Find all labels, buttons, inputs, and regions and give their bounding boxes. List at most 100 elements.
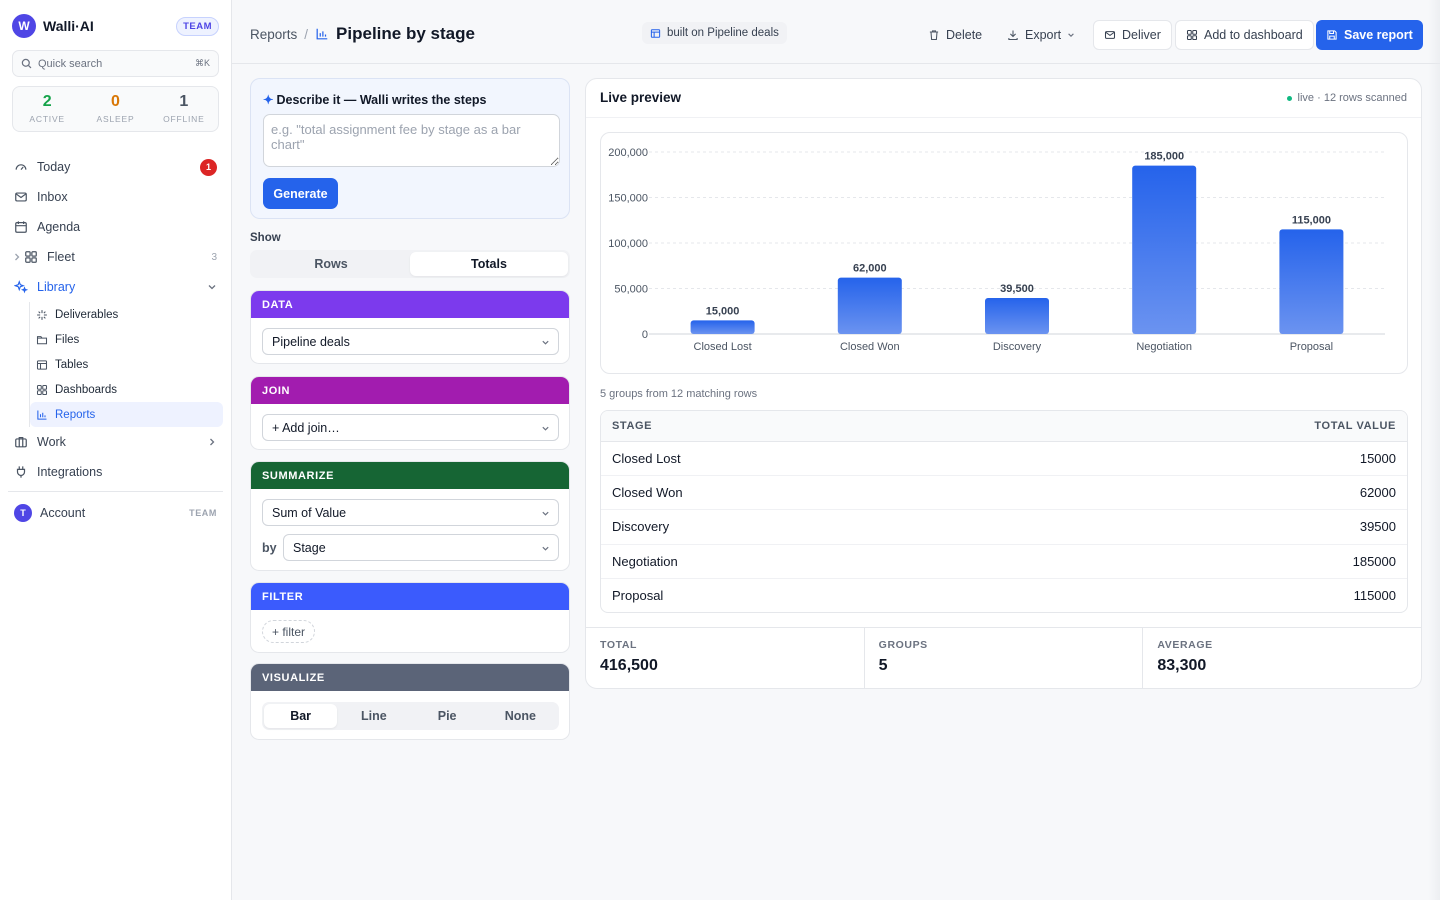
x-tick-label: Closed Lost [694,341,752,353]
main-nav: Today 1 Inbox Agenda Fleet 3 Library Del… [0,152,231,528]
sidebar-item-files[interactable]: Files [30,327,223,352]
save-report-label: Save report [1344,28,1413,42]
delete-label: Delete [946,28,983,42]
viz-pie-option[interactable]: Pie [437,709,457,723]
nav-item-work[interactable]: Work [0,427,231,457]
data-source-select[interactable]: Pipeline deals [262,328,559,355]
column-header-total-value[interactable]: TOTAL VALUE [1314,420,1396,432]
describe-panel: ✦Describe it — Walli writes the steps Ge… [250,78,570,219]
viz-none-option[interactable]: None [504,709,536,723]
deliver-button[interactable]: Deliver [1093,20,1172,50]
mail-icon [1104,31,1116,39]
table-row[interactable]: Discovery 39500 [601,510,1407,545]
summary-total: TOTAL 416,500 [586,628,865,689]
nav-item-fleet[interactable]: Fleet 3 [0,242,231,272]
chevron-right-icon[interactable] [207,437,217,447]
bar-value-label: 62,000 [853,263,887,275]
bar-closed-won[interactable] [837,277,902,334]
stat-offline-value: 1 [179,93,189,110]
sidebar-item-dashboards[interactable]: Dashboards [30,377,223,402]
visualize-toggle: Bar Line Pie None [262,702,559,730]
generate-button[interactable]: Generate [263,178,338,209]
bar-chart-icon [316,28,328,40]
sidebar-item-reports[interactable]: Reports [30,402,223,427]
stat-asleep-label: ASLEEP [96,114,135,124]
bar-discovery[interactable] [985,298,1049,334]
chevron-right-icon[interactable] [12,252,22,262]
breadcrumb-separator: / [304,26,309,42]
summary-groups-value: 5 [878,657,888,674]
sidebar-item-label: Dashboards [55,383,118,396]
add-to-dashboard-button[interactable]: Add to dashboard [1175,20,1314,50]
stat-active[interactable]: 2 ACTIVE [13,87,81,131]
chevron-down-icon [542,340,549,345]
group-by-select[interactable]: Stage [283,534,559,561]
nav-item-label: Integrations [37,465,103,479]
nav-divider [8,491,223,492]
show-totals-option[interactable]: Totals [410,252,568,276]
built-on-chip[interactable]: built on Pipeline deals [642,22,787,44]
bar-negotiation[interactable] [1132,165,1197,334]
table-row[interactable]: Negotiation 185000 [601,545,1407,579]
quick-search-shortcut: ⌘K [194,58,210,68]
chart-gridlines: 0 50,000 100,000 150,000 200,000 [608,147,1385,341]
add-filter-button[interactable]: + filter [262,620,316,643]
show-rows-option[interactable]: Rows [314,257,348,271]
y-tick-label: 100,000 [608,238,648,250]
bar-closed-lost[interactable] [690,320,755,334]
nav-item-library[interactable]: Library [0,272,231,302]
nav-item-account[interactable]: T Account TEAM [0,498,231,528]
chart-container: 0 50,000 100,000 150,000 200,000 15,000 Close… [600,132,1408,374]
metric-value: Sum of Value [272,505,347,520]
chevron-down-icon [542,511,549,516]
breadcrumb-reports-link[interactable]: Reports [250,26,298,42]
nav-item-label: Agenda [37,220,81,234]
viz-bar-option[interactable]: Bar [264,704,338,728]
delete-button[interactable]: Delete [928,20,982,50]
sidebar-item-deliverables[interactable]: Deliverables [30,302,223,327]
viz-line-option[interactable]: Line [361,709,387,723]
describe-input[interactable] [263,114,560,167]
cell-total-value: 39500 [1359,519,1396,535]
gauge-icon [15,164,27,171]
export-button[interactable]: Export [1007,20,1075,50]
sidebar-item-tables[interactable]: Tables [30,352,223,377]
x-tick-label: Discovery [993,341,1042,353]
stat-offline[interactable]: 1 OFFLINE [150,87,218,131]
sidebar-item-label: Deliverables [55,308,119,321]
table-row[interactable]: Closed Won 62000 [601,476,1407,511]
table-row[interactable]: Closed Lost 15000 [601,442,1407,477]
brand[interactable]: W Walli·AI TEAM [12,14,219,38]
join-step: JOIN + Add join… [250,376,570,450]
x-tick-label: Closed Won [840,341,900,353]
table-row[interactable]: Proposal 115000 [601,579,1407,612]
cell-stage: Negotiation [612,553,678,569]
add-join-value: + Add join… [272,420,340,435]
page-title: Pipeline by stage [336,24,475,43]
bar-chart: 0 50,000 100,000 150,000 200,000 15,000 Close… [608,147,1385,353]
column-header-stage[interactable]: STAGE [612,420,653,432]
bar-value-label: 185,000 [1144,151,1184,163]
save-icon [1327,30,1337,40]
page-header: Reports / Pipeline by stage built on Pip… [232,0,1440,64]
folder-icon [36,335,48,344]
data-source-value: Pipeline deals [272,334,350,349]
add-join-select[interactable]: + Add join… [262,414,559,441]
metric-select[interactable]: Sum of Value [262,499,559,526]
bar-proposal[interactable] [1279,229,1344,334]
data-step: DATA Pipeline deals [250,290,570,364]
nav-item-today[interactable]: Today 1 [0,152,231,182]
group-by-label: by [262,541,277,555]
save-report-button[interactable]: Save report [1316,20,1423,50]
summary-strip: TOTAL 416,500 GROUPS 5 AVERAGE 83,300 [586,627,1421,689]
quick-search[interactable]: Quick search ⌘K [12,50,219,77]
y-tick-label: 50,000 [614,284,648,296]
stat-asleep[interactable]: 0 ASLEEP [81,87,149,131]
nav-item-integrations[interactable]: Integrations [0,457,231,487]
dashboard-icon [1186,29,1198,41]
chevron-down-icon[interactable] [207,282,217,292]
nav-item-agenda[interactable]: Agenda [0,212,231,242]
sidebar-item-label: Files [55,333,80,346]
bar-value-label: 39,500 [1000,283,1034,295]
nav-item-inbox[interactable]: Inbox [0,182,231,212]
